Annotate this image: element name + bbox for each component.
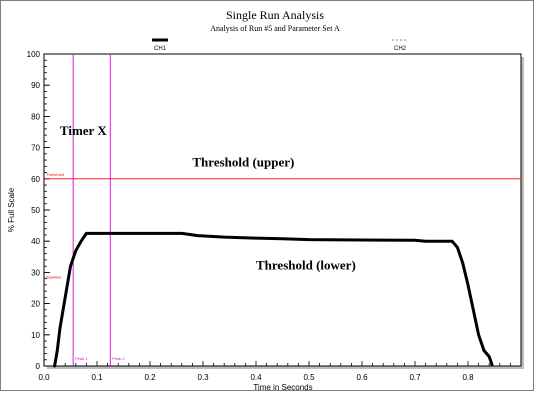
x-tick-label: 0.5: [303, 373, 315, 382]
side-label: Baseline: [46, 275, 62, 280]
x-tick-label: 0.8: [462, 373, 474, 382]
y-tick-label: 10: [31, 331, 40, 340]
y-tick-label: 60: [31, 175, 40, 184]
x-tick-label: 0.4: [250, 373, 262, 382]
x-tick-label: 0.2: [144, 373, 156, 382]
annotation: Timer X: [60, 123, 107, 138]
x-tick-label: 0.0: [38, 373, 50, 382]
marker-label: Peak 1: [75, 356, 88, 361]
legend-label: CH2: [394, 46, 407, 52]
annotation: Threshold (upper): [192, 154, 294, 169]
y-tick-label: 20: [31, 300, 40, 309]
x-tick-label: 0.3: [197, 373, 209, 382]
y-tick-label: 70: [31, 144, 40, 153]
chart-title: Single Run Analysis: [226, 8, 324, 22]
y-axis-label: % Full Scale: [7, 187, 16, 232]
annotation: Threshold (lower): [256, 257, 356, 272]
y-tick-label: 80: [31, 112, 40, 121]
y-tick-label: 100: [27, 50, 41, 59]
series-line-ch1: [53, 231, 494, 368]
legend-label: CH1: [154, 46, 167, 52]
chart-subtitle: Analysis of Run #5 and Parameter Set A: [210, 24, 340, 33]
y-tick-label: 30: [31, 268, 40, 277]
x-tick-label: 0.1: [91, 373, 103, 382]
x-axis-label: Time in Seconds: [253, 383, 312, 392]
y-tick-label: 0: [36, 362, 41, 371]
plot-border: [43, 53, 522, 367]
legend: CH1 CH2: [152, 38, 408, 52]
plot-area: 0 10 20 30 40 50 60 70 80 90 100 0.0 0.1 0.2 0.3 0.4 0.5…: [27, 50, 524, 382]
threshold-line-label: Threshold: [46, 172, 64, 177]
y-tick-label: 40: [31, 237, 40, 246]
x-tick-label: 0.6: [356, 373, 368, 382]
x-tick-label: 0.7: [409, 373, 421, 382]
y-tick-label: 50: [31, 206, 40, 215]
marker-label: Peak 2: [112, 356, 125, 361]
y-tick-label: 90: [31, 81, 40, 90]
